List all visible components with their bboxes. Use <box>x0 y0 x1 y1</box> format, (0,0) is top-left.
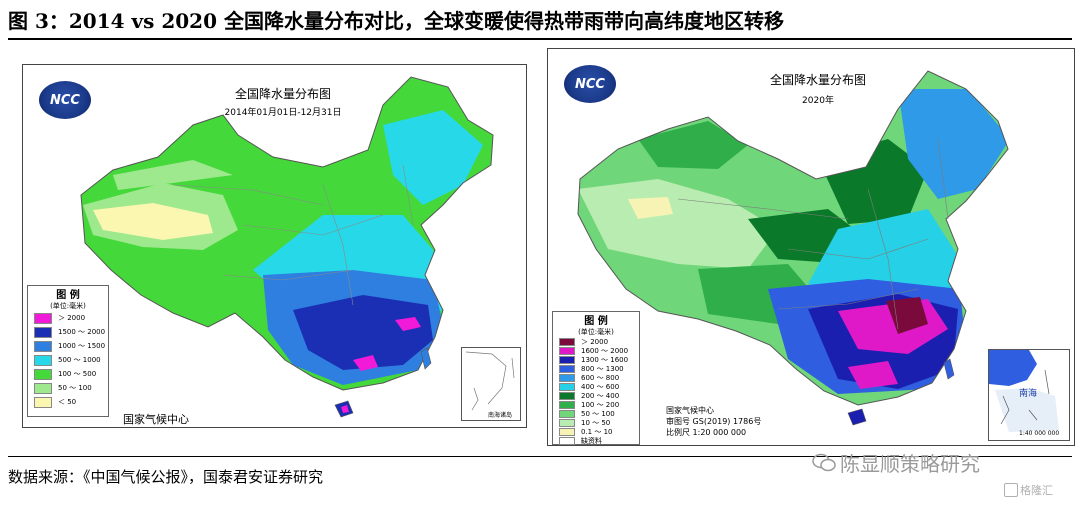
legend-label: ＞ 2000 <box>58 314 86 322</box>
legend-item: 1000 ～ 1500 <box>28 339 108 353</box>
legend-swatch <box>559 382 575 391</box>
legend-item: 0.1 ～ 10 <box>553 427 639 436</box>
map-panel-2020: NCC 全国降水量分布图 2020年 图 例 (单位:毫米) ＞ 2000 160… <box>547 48 1075 446</box>
top-rule <box>8 38 1072 40</box>
legend-swatch <box>34 326 52 338</box>
site-name: 格隆汇 <box>1020 484 1053 497</box>
inset-scale: 1:40 000 000 <box>1019 430 1060 437</box>
legend-title: 图 例 <box>56 290 80 301</box>
legend-label: 50 ～ 100 <box>58 384 92 392</box>
gelonghui-logo-icon <box>1004 483 1018 497</box>
ncc-logo: NCC <box>39 81 91 119</box>
legend-swatch <box>34 340 52 352</box>
legend-item: 100 ～ 500 <box>28 367 108 381</box>
legend-swatch <box>559 355 575 364</box>
inset-map <box>989 350 1069 440</box>
legend-title: 图 例 <box>584 316 608 327</box>
legend-unit: (单位:毫米) <box>578 328 614 336</box>
legend-item: 缺资料 <box>553 436 639 445</box>
south-sea-inset: 南海诸岛 <box>461 347 521 421</box>
legend-label: 1000 ～ 1500 <box>58 342 106 350</box>
legend-label: ＜ 50 <box>58 398 77 406</box>
legend-swatch <box>559 427 575 436</box>
map-title: 全国降水量分布图 <box>234 87 331 101</box>
legend-item: 1500 ～ 2000 <box>28 325 108 339</box>
legend-item: ＜ 50 <box>28 395 108 409</box>
legend-swatch <box>34 368 52 380</box>
map-title: 全国降水量分布图 <box>769 73 866 87</box>
legend-item: 600 ～ 800 <box>553 373 639 382</box>
legend-item: 1600 ～ 2000 <box>553 346 639 355</box>
legend-swatch <box>559 364 575 373</box>
ncc-logo: NCC <box>564 65 616 103</box>
legend-item: 50 ～ 100 <box>28 381 108 395</box>
map-legend: 图 例 (单位:毫米) ＞ 2000 1500 ～ 2000 1000 ～ 1500… <box>27 285 109 417</box>
legend-label: 10 ～ 50 <box>581 418 611 427</box>
legend-item: 500 ～ 1000 <box>28 353 108 367</box>
legend-label: ＞ 2000 <box>581 337 609 346</box>
legend-label: 缺资料 <box>581 436 602 445</box>
inset-label: 南海诸岛 <box>488 412 513 419</box>
legend-item: 800 ～ 1300 <box>553 364 639 373</box>
legend-unit: (单位:毫米) <box>50 302 86 310</box>
legend-label: 100 ～ 200 <box>581 400 620 409</box>
legend-label: 400 ～ 600 <box>581 382 620 391</box>
map-scale: 比例尺 1:20 000 000 <box>666 428 747 437</box>
legend-item: 400 ～ 600 <box>553 382 639 391</box>
inset-label: 南海 <box>1019 389 1038 399</box>
precipitation-map-2014 <box>80 76 494 418</box>
legend-swatch <box>559 400 575 409</box>
legend-label: 200 ～ 400 <box>581 391 620 400</box>
approval-number: 审图号 GS(2019) 1786号 <box>666 417 762 426</box>
precipitation-map-2020 <box>577 70 1009 426</box>
legend-item: 50 ～ 100 <box>553 409 639 418</box>
legend-label: 1500 ～ 2000 <box>58 328 106 336</box>
legend-label: 800 ～ 1300 <box>581 364 624 373</box>
legend-swatch <box>34 396 52 408</box>
legend-label: 500 ～ 1000 <box>58 356 101 364</box>
legend-label: 1300 ～ 1600 <box>581 355 629 364</box>
center-name: 国家气候中心 <box>123 413 189 426</box>
legend-item: 200 ～ 400 <box>553 391 639 400</box>
map-panel-2014: NCC 全国降水量分布图 2014年01月01日-12月31日 图 例 (单位:… <box>22 64 527 428</box>
wechat-icon <box>812 453 836 471</box>
watermark-text: 陈显顺策略研究 <box>840 452 980 476</box>
legend-item: 10 ～ 50 <box>553 418 639 427</box>
legend-item: ＞ 2000 <box>553 337 639 346</box>
legend-swatch <box>559 337 575 346</box>
legend-item: ＞ 2000 <box>28 311 108 325</box>
map-legend: 图 例 (单位:毫米) ＞ 2000 1600 ～ 2000 1300 ～ 1600… <box>552 311 640 445</box>
legend-label: 0.1 ～ 10 <box>581 427 613 436</box>
legend-label: 600 ～ 800 <box>581 373 620 382</box>
legend-swatch <box>559 346 575 355</box>
data-source: 数据来源：《中国气候公报》，国泰君安证券研究 <box>8 468 324 486</box>
inset-map <box>465 351 515 411</box>
bottom-rule <box>8 456 1072 457</box>
legend-item: 1300 ～ 1600 <box>553 355 639 364</box>
legend-swatch <box>34 354 52 366</box>
map-subtitle: 2020年 <box>802 96 834 106</box>
legend-label: 50 ～ 100 <box>581 409 615 418</box>
legend-swatch <box>34 312 52 324</box>
south-sea-inset: 南海 1:40 000 000 <box>988 349 1070 441</box>
legend-swatch <box>34 382 52 394</box>
map-subtitle: 2014年01月01日-12月31日 <box>224 108 342 118</box>
legend-swatch <box>559 409 575 418</box>
legend-swatch <box>559 418 575 427</box>
figure-title: 图 3：2014 vs 2020 全国降水量分布对比，全球变暖使得热带雨带向高纬… <box>8 9 784 33</box>
legend-swatch <box>559 436 575 445</box>
center-name: 国家气候中心 <box>666 406 714 415</box>
legend-item: 100 ～ 200 <box>553 400 639 409</box>
legend-label: 1600 ～ 2000 <box>581 346 629 355</box>
watermark: 陈显顺策略研究 <box>812 448 980 477</box>
legend-swatch <box>559 391 575 400</box>
legend-swatch <box>559 373 575 382</box>
site-watermark: 格隆汇 <box>1004 482 1053 498</box>
map-credits: 国家气候中心 审图号 GS(2019) 1786号 比例尺 1:20 000 0… <box>666 405 761 438</box>
legend-label: 100 ～ 500 <box>58 370 97 378</box>
